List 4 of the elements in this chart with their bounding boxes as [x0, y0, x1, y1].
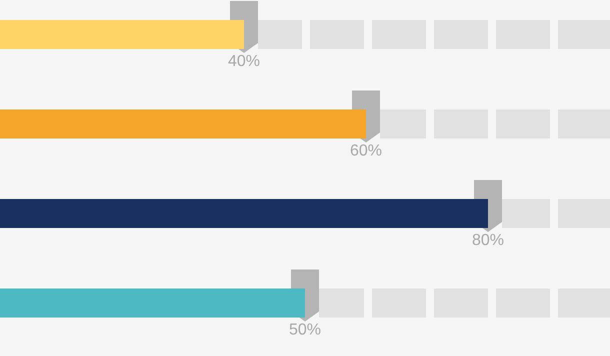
data-label: 80%: [472, 232, 504, 249]
data-label: 40%: [228, 53, 260, 70]
data-label: 60%: [350, 142, 382, 160]
data-label: 50%: [288, 322, 322, 338]
